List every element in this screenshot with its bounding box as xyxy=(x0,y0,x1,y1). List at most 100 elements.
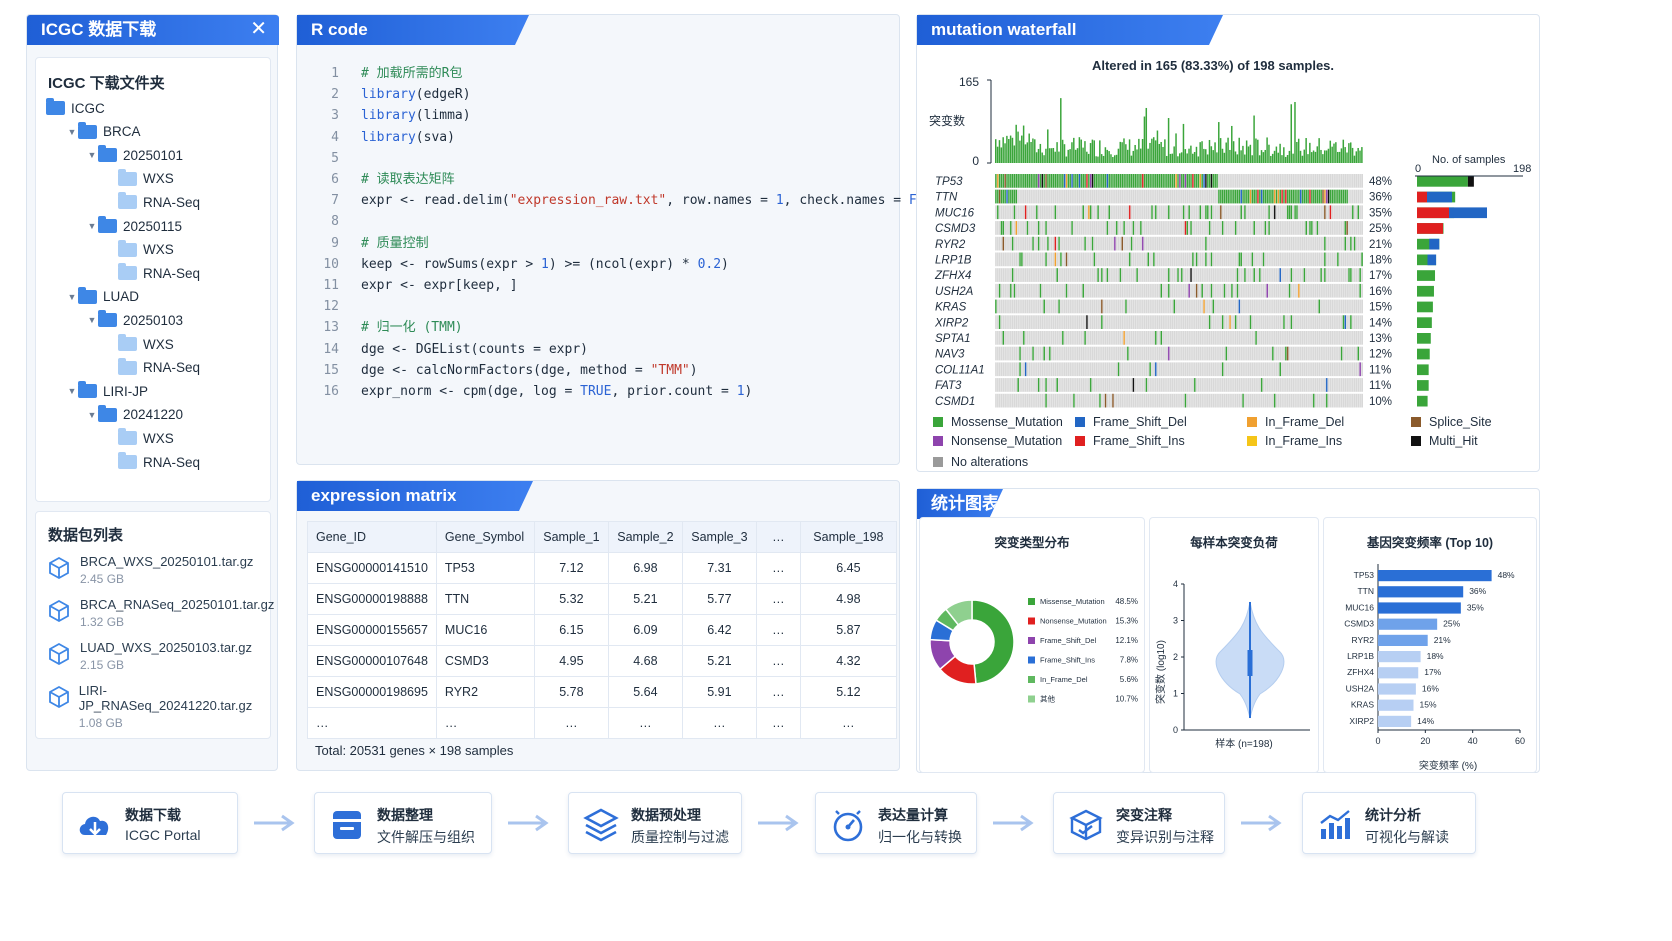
mutation-cell xyxy=(1035,205,1038,220)
segment xyxy=(1417,223,1443,234)
sample-bar xyxy=(1262,152,1265,163)
table-cell: ENSG00000155657 xyxy=(307,614,437,646)
segment xyxy=(1429,238,1440,250)
workflow-step[interactable]: 统计分析 可视化与解读 xyxy=(1302,792,1476,854)
mutation-cell xyxy=(1257,189,1259,204)
column-header[interactable]: Gene_ID xyxy=(307,521,437,553)
tree-item[interactable]: RNA-Seq xyxy=(106,192,200,212)
mutation-cell xyxy=(1323,205,1326,220)
table-cell: … xyxy=(755,614,801,646)
pie-card: 突变类型分布 Missense_Mutation 48.5% Nonsense_Mu… xyxy=(919,517,1145,773)
mutation-cell xyxy=(1021,252,1023,267)
bars-tick: 0 xyxy=(1375,736,1380,746)
package-item[interactable]: LIRI-JP_RNASeq_20241220.tar.gz 1.08 GB xyxy=(48,683,270,730)
tree-toggle-icon[interactable]: ▼ xyxy=(87,221,97,231)
gene-percent: 15% xyxy=(1369,302,1392,314)
arrow-right-icon xyxy=(1239,812,1285,834)
workflow-step[interactable]: 表达量计算 归一化与转换 xyxy=(815,792,977,854)
tree-toggle-icon[interactable]: ▼ xyxy=(67,291,77,302)
line-number: 7 xyxy=(331,193,339,209)
mutation-cell xyxy=(1349,268,1352,282)
table-cell: 5.64 xyxy=(607,676,683,708)
tree-item[interactable]: WXS xyxy=(106,428,174,448)
tree-item[interactable]: ▼ LUAD xyxy=(66,286,139,307)
code-editor[interactable] xyxy=(297,47,899,464)
waterfall-ymin: 0 xyxy=(972,154,979,168)
mutation-cell xyxy=(1344,189,1347,204)
mutation-cell xyxy=(1279,362,1282,377)
mutation-cell xyxy=(1271,189,1274,204)
tree-toggle-icon[interactable]: ▼ xyxy=(87,409,97,420)
sample-bar xyxy=(1299,150,1302,163)
tree-toggle-icon[interactable]: ▼ xyxy=(87,150,97,161)
gauge-icon xyxy=(828,805,868,845)
sample-bar xyxy=(1024,144,1027,163)
mutation-cell xyxy=(1225,189,1228,204)
column-header[interactable]: Sample_3 xyxy=(681,521,757,553)
package-item[interactable]: BRCA_RNASeq_20250101.tar.gz 1.32 GB xyxy=(48,597,274,629)
mutation-cell xyxy=(1208,315,1211,329)
mutation-cell xyxy=(995,189,997,204)
tree-item[interactable]: ▼ BRCA xyxy=(66,121,141,142)
tree-item[interactable]: WXS xyxy=(106,334,174,354)
mutation-cell xyxy=(1039,283,1042,298)
gene-sample-bar xyxy=(1417,285,1434,297)
mutation-cell xyxy=(1238,299,1241,314)
tree-item[interactable]: ▼ 20250115 xyxy=(86,216,182,236)
column-header[interactable]: Sample_198 xyxy=(799,521,897,553)
table-cell: … xyxy=(435,707,535,739)
tree-item[interactable]: ▼ LIRI-JP xyxy=(66,381,148,401)
mutation-cell xyxy=(1086,315,1088,329)
tree-toggle-icon[interactable]: ▼ xyxy=(67,126,77,137)
tree-item[interactable]: WXS xyxy=(106,168,174,189)
mutation-cell xyxy=(1255,331,1257,345)
mutation-cell xyxy=(1000,221,1003,235)
sample-bar xyxy=(1303,149,1306,163)
package-item[interactable]: BRCA_WXS_20250101.tar.gz 2.45 GB xyxy=(48,554,253,586)
mutation-cell xyxy=(1236,268,1239,282)
tree-item[interactable]: RNA-Seq xyxy=(106,263,200,283)
sample-bar xyxy=(1227,137,1229,163)
pie-legend-pct: 48.5% xyxy=(1115,597,1138,606)
mutation-cell xyxy=(1351,205,1354,220)
tree-toggle-icon[interactable]: ▼ xyxy=(87,315,97,326)
mutation-cell xyxy=(1290,189,1293,204)
mutation-cell xyxy=(1089,378,1092,392)
line-number: 13 xyxy=(323,320,339,336)
mutation-cell xyxy=(1100,315,1103,329)
sample-bar xyxy=(1028,133,1030,163)
mutation-cell xyxy=(1045,174,1047,188)
tree-item[interactable]: ▼ 20250101 xyxy=(86,145,183,165)
column-header[interactable]: Sample_2 xyxy=(607,521,683,553)
tree-item[interactable]: RNA-Seq xyxy=(106,357,200,378)
column-header[interactable]: Gene_Symbol xyxy=(435,521,535,553)
table-cell: TTN xyxy=(435,583,535,615)
tree-item[interactable]: RNA-Seq xyxy=(106,452,200,472)
workflow-step[interactable]: 数据下载 ICGC Portal xyxy=(62,792,238,854)
sample-bar xyxy=(1032,138,1034,163)
close-icon[interactable]: ✕ xyxy=(250,18,267,40)
sample-bar xyxy=(1231,125,1233,163)
column-header[interactable]: … xyxy=(755,521,801,553)
workflow-step[interactable]: 数据整理 文件解压与组织 xyxy=(314,792,492,854)
mutation-cell xyxy=(1292,189,1295,204)
sample-bar xyxy=(1199,142,1201,163)
workflow-step[interactable]: 突变注释 变异识别与注释 xyxy=(1053,792,1225,854)
sample-bar xyxy=(1113,155,1116,163)
mutation-cell xyxy=(1009,174,1012,188)
column-header[interactable]: Sample_1 xyxy=(533,521,609,553)
tree-item[interactable]: ▼ 20250103 xyxy=(86,310,183,330)
package-item[interactable]: LUAD_WXS_20250103.tar.gz 2.15 GB xyxy=(48,640,252,672)
sample-bar xyxy=(1047,129,1049,163)
tree-item[interactable]: WXS xyxy=(106,239,174,260)
code-token: ) >= (ncol(expr) * xyxy=(548,256,698,272)
workflow-step[interactable]: 数据预处理 质量控制与过滤 xyxy=(568,792,742,854)
pie-legend-swatch xyxy=(1028,656,1035,664)
sample-bar xyxy=(1229,149,1231,163)
tree-item[interactable]: ICGC xyxy=(46,98,105,118)
tree-toggle-icon[interactable]: ▼ xyxy=(67,386,77,397)
mutation-cell xyxy=(1221,221,1224,235)
tree-item[interactable]: ▼ 20241220 xyxy=(86,404,183,425)
sample-bar xyxy=(1043,155,1045,163)
bar-gene-label: ZFHX4 xyxy=(1347,667,1374,677)
